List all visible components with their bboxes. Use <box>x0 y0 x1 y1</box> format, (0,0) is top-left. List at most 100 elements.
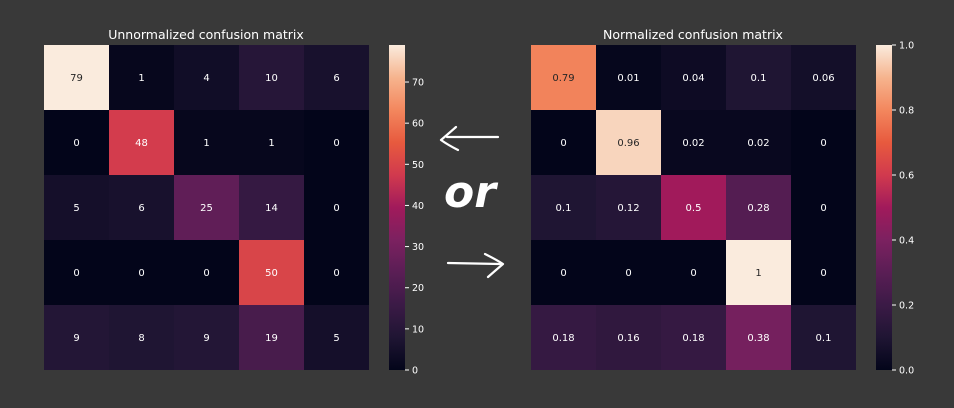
unnormalized-cell-label-r3-c2: 0 <box>203 268 209 279</box>
normalized-cell-label-r4-c4: 0.1 <box>816 333 832 344</box>
normalized-cell-r4-c0 <box>531 305 596 370</box>
unnormalized-cell-r4-c0 <box>44 305 109 370</box>
normalized-cell-r3-c3 <box>726 240 791 305</box>
unnormalized-cell-label-r3-c1: 0 <box>138 268 144 279</box>
normalized-cell-label-r2-c1: 0.12 <box>617 203 639 214</box>
unnormalized-colorbar-tick-label-7: 70 <box>412 78 424 89</box>
normalized-cell-r3-c2 <box>661 240 726 305</box>
unnormalized-cell-label-r2-c3: 14 <box>265 203 278 214</box>
unnormalized-cell-r1-c4 <box>304 110 369 175</box>
unnormalized-colorbar-tick-label-4: 40 <box>412 201 424 212</box>
unnormalized-cell-r3-c1 <box>109 240 174 305</box>
unnormalized-cell-label-r2-c0: 5 <box>73 203 79 214</box>
normalized-cell-label-r3-c0: 0 <box>560 268 566 279</box>
unnormalized-cell-label-r0-c0: 79 <box>70 73 83 84</box>
unnormalized-colorbar-tick-label-5: 50 <box>412 160 424 171</box>
unnormalized-cell-label-r3-c4: 0 <box>333 268 339 279</box>
normalized-cell-r4-c2 <box>661 305 726 370</box>
normalized-colorbar-tick-label-3: 0.6 <box>899 171 914 182</box>
normalized-cell-r2-c1 <box>596 175 661 240</box>
unnormalized-colorbar-tick-label-0: 0 <box>412 366 418 377</box>
normalized-cell-label-r1-c1: 0.96 <box>617 138 639 149</box>
normalized-colorbar-tick-label-0: 0.0 <box>899 366 914 377</box>
normalized-cell-label-r3-c1: 0 <box>625 268 631 279</box>
normalized-cell-label-r2-c0: 0.1 <box>556 203 572 214</box>
normalized-cell-r2-c2 <box>661 175 726 240</box>
normalized-cell-r2-c3 <box>726 175 791 240</box>
unnormalized-cell-label-r0-c1: 1 <box>138 73 144 84</box>
unnormalized-cell-label-r3-c0: 0 <box>73 268 79 279</box>
normalized-cell-label-r4-c3: 0.38 <box>747 333 769 344</box>
unnormalized-cell-label-r2-c2: 25 <box>200 203 213 214</box>
left-arrow-icon <box>439 125 500 152</box>
unnormalized-cell-r4-c2 <box>174 305 239 370</box>
unnormalized-colorbar-tick-label-3: 30 <box>412 242 424 253</box>
normalized-cell-label-r0-c4: 0.06 <box>812 73 834 84</box>
normalized-cell-r3-c4 <box>791 240 856 305</box>
normalized-cell-r2-c4 <box>791 175 856 240</box>
unnormalized-cell-r4-c3 <box>239 305 304 370</box>
right-arrow-icon <box>446 252 505 279</box>
unnormalized-cell-r2-c4 <box>304 175 369 240</box>
unnormalized-cell-label-r0-c3: 10 <box>265 73 278 84</box>
or-handwritten-text: or <box>444 167 498 218</box>
normalized-cell-r1-c4 <box>791 110 856 175</box>
normalized-cell-r4-c4 <box>791 305 856 370</box>
normalized-cell-label-r0-c2: 0.04 <box>682 73 704 84</box>
normalized-cell-label-r4-c2: 0.18 <box>682 333 704 344</box>
normalized-cell-label-r0-c1: 0.01 <box>617 73 639 84</box>
normalized-colorbar-tick-label-2: 0.4 <box>899 236 914 247</box>
unnormalized-cell-label-r1-c0: 0 <box>73 138 79 149</box>
normalized-cell-r1-c0 <box>531 110 596 175</box>
unnormalized-heatmap-cells: 79 1 4 10 60 48 1 1 05 6 25 14 00 0 0 50 09 8 9 19 5 <box>44 45 369 370</box>
unnormalized-cell-r4-c1 <box>109 305 174 370</box>
hand-drawn-annotations: or <box>439 125 505 279</box>
unnormalized-colorbar-tick-label-6: 60 <box>412 119 424 130</box>
unnormalized-cell-label-r4-c4: 5 <box>333 333 339 344</box>
unnormalized-cell-label-r4-c0: 9 <box>73 333 79 344</box>
unnormalized-cell-r1-c0 <box>44 110 109 175</box>
normalized-colorbar <box>876 45 892 370</box>
normalized-heatmap-cells: 0.79 0.01 0.04 0.1 0.06 0 0.96 0.02 0.02 0 0.1 0.12… <box>531 45 856 370</box>
normalized-cell-r0-c2 <box>661 45 726 110</box>
unnormalized-cell-r1-c3 <box>239 110 304 175</box>
normalized-cell-label-r3-c3: 1 <box>755 268 761 279</box>
unnormalized-cell-label-r0-c2: 4 <box>203 73 209 84</box>
normalized-cell-r2-c0 <box>531 175 596 240</box>
normalized-cell-label-r2-c3: 0.28 <box>747 203 769 214</box>
normalized-heatmap-title: Normalized confusion matrix <box>603 27 783 42</box>
unnormalized-cell-r3-c0 <box>44 240 109 305</box>
unnormalized-heatmap-title: Unnormalized confusion matrix <box>108 27 304 42</box>
unnormalized-cell-r2-c1 <box>109 175 174 240</box>
normalized-cell-r0-c1 <box>596 45 661 110</box>
unnormalized-cell-label-r4-c2: 9 <box>203 333 209 344</box>
unnormalized-cell-r0-c2 <box>174 45 239 110</box>
unnormalized-cell-r0-c1 <box>109 45 174 110</box>
normalized-cell-r0-c0 <box>531 45 596 110</box>
normalized-colorbar-ticks: 0.0 0.2 0.4 0.6 0.8 1.0 <box>892 41 914 377</box>
normalized-cell-label-r2-c2: 0.5 <box>686 203 702 214</box>
normalized-cell-r4-c3 <box>726 305 791 370</box>
normalized-cell-label-r4-c0: 0.18 <box>552 333 574 344</box>
unnormalized-heatmap: Unnormalized confusion matrix 79 1 4 10 60 48… <box>44 27 424 377</box>
normalized-cell-r3-c0 <box>531 240 596 305</box>
normalized-heatmap: Normalized confusion matrix 0.79 0.01 0.04… <box>531 27 914 377</box>
unnormalized-cell-r3-c4 <box>304 240 369 305</box>
normalized-cell-r1-c1 <box>596 110 661 175</box>
unnormalized-cell-label-r2-c1: 6 <box>138 203 144 214</box>
normalized-cell-r0-c4 <box>791 45 856 110</box>
unnormalized-cell-label-r4-c3: 19 <box>265 333 278 344</box>
normalized-colorbar-tick-label-5: 1.0 <box>899 41 914 52</box>
unnormalized-cell-r0-c4 <box>304 45 369 110</box>
unnormalized-cell-label-r2-c4: 0 <box>333 203 339 214</box>
unnormalized-cell-label-r3-c3: 50 <box>265 268 278 279</box>
normalized-cell-r1-c3 <box>726 110 791 175</box>
normalized-cell-label-r1-c2: 0.02 <box>682 138 704 149</box>
normalized-colorbar-tick-label-4: 0.8 <box>899 106 914 117</box>
unnormalized-cell-r0-c0 <box>44 45 109 110</box>
normalized-cell-r0-c3 <box>726 45 791 110</box>
normalized-cell-r3-c1 <box>596 240 661 305</box>
normalized-cell-label-r1-c4: 0 <box>820 138 826 149</box>
normalized-cell-label-r0-c3: 0.1 <box>751 73 767 84</box>
